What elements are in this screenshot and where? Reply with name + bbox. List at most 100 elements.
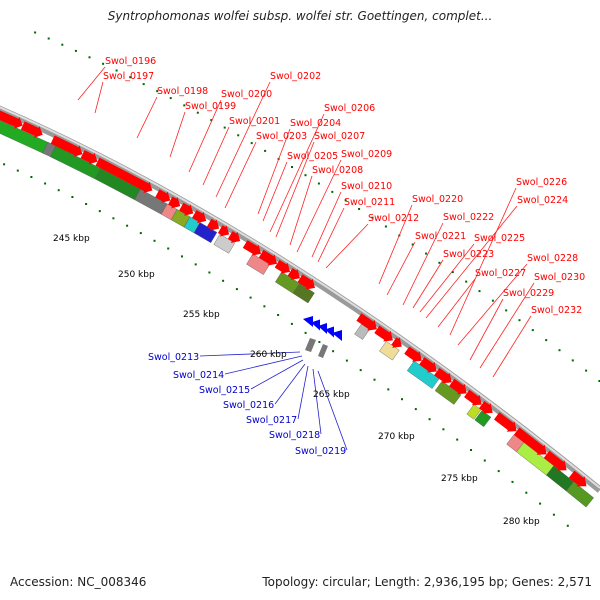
- kbp-label: 245 kbp: [53, 234, 90, 244]
- forward-gene-arrow: [95, 157, 153, 193]
- gene-label: Swol_0222: [443, 212, 494, 223]
- gene-label: Swol_0227: [475, 268, 526, 279]
- forward-gene-arrow: [543, 450, 567, 471]
- forward-gene-arrows: [0, 110, 587, 487]
- genome-summary-text: Topology: circular; Length: 2,936,195 bp…: [262, 575, 592, 589]
- label-leader-line: [311, 191, 342, 258]
- outer-tick-dots: [3, 163, 569, 527]
- tick-dot: [3, 163, 6, 166]
- tick-dot: [183, 104, 186, 107]
- gene-label: Swol_0197: [103, 71, 154, 82]
- label-leader-line: [224, 141, 257, 209]
- gene-labels: Swol_0196Swol_0197Swol_0198Swol_0199Swol…: [103, 56, 585, 457]
- label-leader-line: [425, 205, 518, 319]
- gene-label: Swol_0200: [221, 89, 272, 100]
- tick-dot: [545, 339, 548, 342]
- forward-gene-arrow: [297, 274, 315, 290]
- feature-block: [292, 283, 315, 304]
- label-leader-line: [402, 222, 444, 306]
- forward-gene-arrow: [356, 313, 377, 331]
- forward-gene-arrow: [568, 470, 587, 487]
- tick-dot: [61, 43, 64, 46]
- forward-gene-arrow: [242, 240, 262, 256]
- gene-label: Swol_0228: [527, 253, 578, 264]
- tick-dot: [505, 309, 508, 312]
- reverse-gene-arrow: [311, 319, 320, 331]
- label-leader-line: [296, 159, 342, 253]
- label-leader-line: [274, 363, 306, 405]
- tick-dot: [358, 208, 361, 210]
- gene-label: Swol_0210: [341, 181, 392, 192]
- tick-dot: [263, 305, 266, 308]
- label-leader-line: [188, 99, 222, 173]
- kbp-label: 280 kbp: [503, 517, 540, 527]
- gene-label: Swol_0220: [412, 194, 463, 205]
- label-leader-line: [224, 355, 303, 375]
- gene-label: Swol_0196: [105, 56, 156, 67]
- reverse-gene-arrow: [303, 316, 313, 327]
- tick-dot: [318, 341, 321, 343]
- gene-label: Swol_0219: [295, 446, 346, 457]
- label-leader-line: [492, 315, 532, 378]
- tick-dot: [223, 126, 226, 129]
- tick-dot: [250, 142, 253, 145]
- tick-dot: [126, 224, 129, 227]
- tick-dot: [181, 255, 183, 258]
- kbp-labels: 245 kbp 250 kbp 255 kbp 260 kbp 265 kbp 270 k…: [53, 234, 540, 527]
- tick-dot: [291, 166, 293, 168]
- label-leader-line: [77, 66, 106, 101]
- label-leader-line: [94, 81, 104, 114]
- kbp-label: 260 kbp: [250, 350, 287, 360]
- tick-dot: [511, 480, 514, 483]
- label-leader-line: [386, 241, 416, 296]
- tick-dot: [249, 296, 252, 299]
- tick-dot: [571, 359, 574, 362]
- tick-dot: [153, 239, 156, 242]
- kbp-label: 250 kbp: [118, 270, 155, 280]
- gene-label: Swol_0213: [148, 352, 199, 363]
- gene-label: Swol_0206: [324, 103, 375, 114]
- tick-dot: [139, 232, 142, 235]
- tick-dot: [585, 369, 588, 372]
- gene-label: Swol_0226: [516, 177, 567, 188]
- label-leader-line: [269, 113, 325, 233]
- tick-dot: [85, 203, 88, 205]
- forward-gene-arrow: [449, 378, 467, 395]
- tick-dot: [359, 369, 362, 372]
- tick-dot: [456, 438, 459, 441]
- reverse-gene-arrows: [303, 316, 342, 358]
- tick-dot: [222, 279, 225, 282]
- gene-label: Swol_0215: [199, 385, 250, 396]
- tick-dot: [142, 83, 145, 86]
- forward-gene-arrow: [80, 150, 98, 165]
- tick-dot: [384, 225, 387, 228]
- tick-dot: [290, 322, 293, 325]
- forward-gene-arrow: [404, 346, 422, 362]
- forward-gene-arrow: [258, 249, 278, 266]
- forward-gene-arrow: [419, 357, 437, 373]
- reverse-gene-arrow: [325, 326, 334, 338]
- tick-dot: [373, 378, 376, 381]
- tick-dot: [552, 513, 555, 516]
- feature-blocks: [0, 120, 594, 508]
- gene-label: Swol_0218: [269, 430, 320, 441]
- label-leader-line: [469, 298, 504, 361]
- tick-dot: [539, 502, 542, 505]
- forward-gene-arrow: [287, 268, 300, 280]
- tick-dot: [531, 329, 534, 332]
- tick-dot: [210, 119, 213, 122]
- forward-gene-arrow: [168, 196, 181, 209]
- tick-dot: [414, 408, 417, 411]
- tick-dot: [438, 261, 441, 264]
- tick-dot: [169, 97, 172, 100]
- forward-gene-arrow: [0, 110, 23, 129]
- gene-label: Swol_0230: [534, 272, 585, 283]
- tick-dot: [345, 359, 348, 362]
- label-leader-line: [275, 141, 315, 238]
- tick-dot: [112, 217, 115, 220]
- label-leader-lines: [77, 66, 535, 451]
- forward-gene-arrow: [274, 259, 291, 274]
- kbp-label: 255 kbp: [183, 310, 220, 320]
- tick-dot: [71, 196, 74, 198]
